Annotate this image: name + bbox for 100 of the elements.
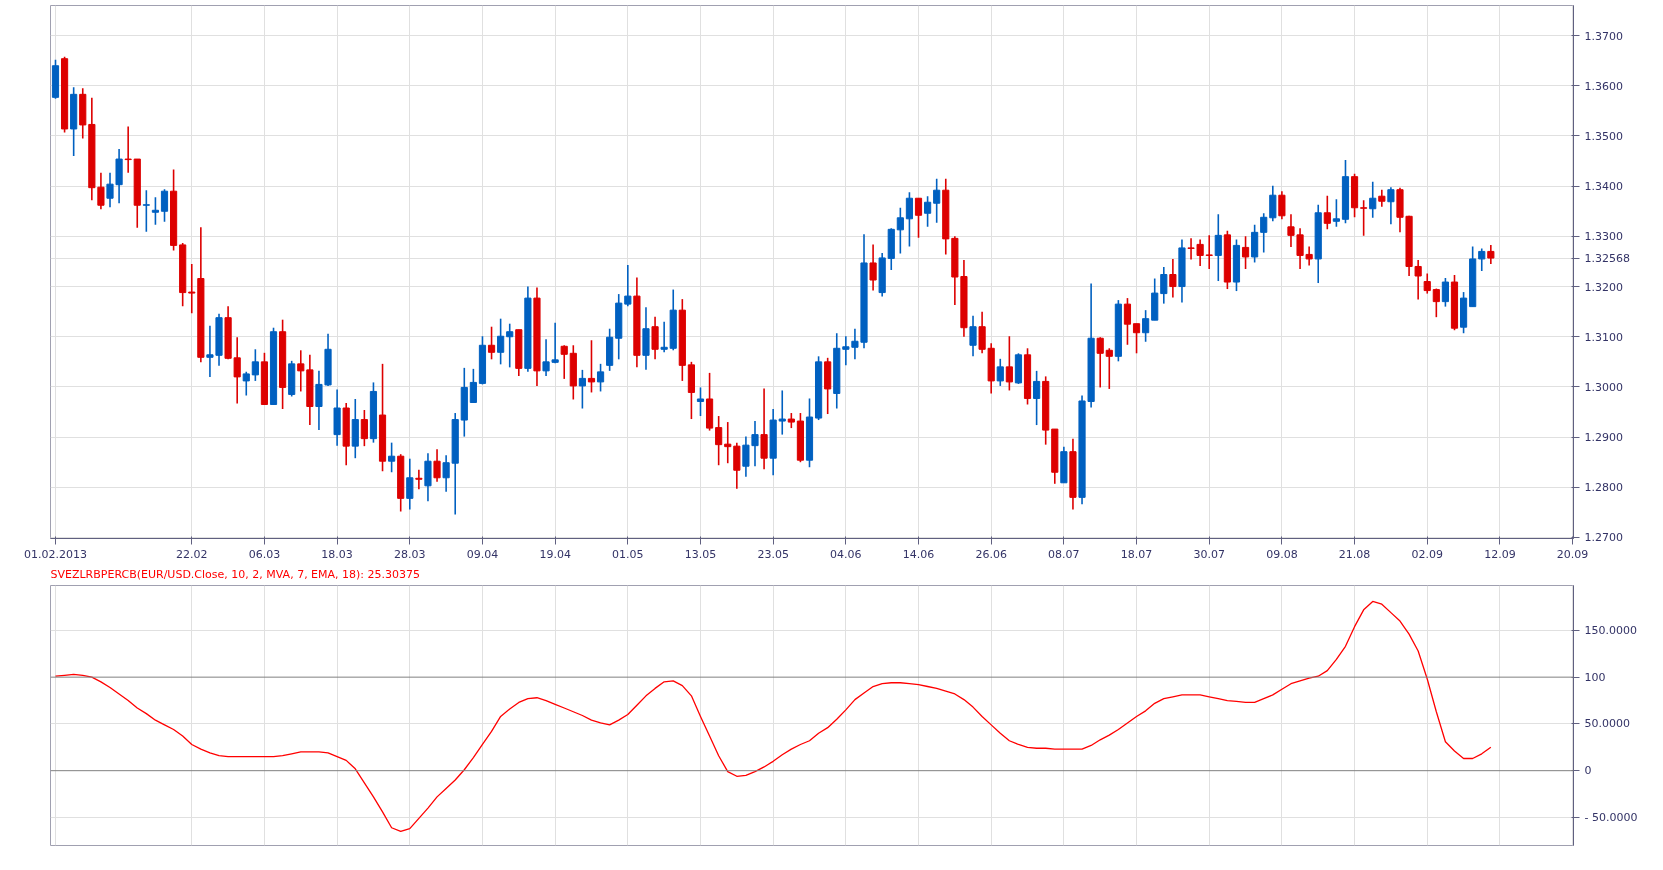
candlestick	[933, 177, 941, 224]
x-tick-label: 01.02.2013	[24, 547, 87, 561]
candlestick	[869, 243, 877, 292]
y-tick-label: 1.2900	[1584, 431, 1623, 445]
candlestick	[969, 314, 977, 358]
candlestick	[560, 344, 568, 380]
x-tick-label: 20.09	[1556, 547, 1589, 561]
x-tick-label: 02.09	[1411, 547, 1443, 561]
candlestick	[487, 325, 496, 361]
candlestick	[551, 321, 559, 365]
candlestick	[1432, 287, 1440, 318]
y-tick-label: 1.3000	[1584, 380, 1623, 394]
y-tick-label: 50.0000	[1584, 717, 1630, 731]
y-tick-label: 1.3200	[1584, 280, 1623, 294]
candlestick	[1241, 235, 1250, 270]
candlestick	[142, 189, 150, 233]
candlestick	[433, 448, 441, 483]
x-tick-label: 26.06	[975, 547, 1007, 561]
candlestick	[1214, 213, 1222, 282]
x-tick-label: 09.04	[466, 547, 499, 561]
candlestick	[1441, 277, 1449, 308]
candlestick	[388, 441, 396, 474]
candlestick	[778, 389, 786, 436]
candlestick	[1160, 266, 1168, 305]
candlestick	[151, 196, 160, 226]
x-tick-label: 21.08	[1338, 547, 1371, 561]
candlestick	[1360, 199, 1368, 237]
candlestick	[905, 191, 914, 248]
candlestick	[1332, 198, 1340, 228]
x-tick-label: 13.05	[684, 547, 717, 561]
candlestick	[1005, 335, 1013, 392]
x-tick-label: 30.07	[1193, 547, 1225, 561]
candlestick	[1269, 184, 1277, 223]
candlestick	[1033, 370, 1041, 426]
candlestick	[696, 386, 705, 417]
y-tick-label: 1.32568	[1584, 252, 1630, 266]
candlestick	[624, 264, 632, 307]
candlestick	[996, 358, 1004, 387]
candlestick	[1369, 180, 1377, 219]
candlestick	[506, 322, 514, 369]
ref-line-label: 0	[1584, 764, 1592, 778]
candlestick	[1096, 336, 1104, 389]
x-tick-label: 01.05	[612, 547, 644, 561]
y-tick-label: - 50.0000	[1584, 810, 1638, 824]
y-tick-label: 1.2800	[1584, 481, 1623, 495]
x-tick-label: 06.03	[248, 547, 281, 561]
y-tick-label: 1.3600	[1584, 79, 1623, 93]
x-tick-label: 08.07	[1048, 547, 1080, 561]
candlestick	[1205, 234, 1213, 270]
line-series	[54, 600, 1492, 833]
x-tick-label: 12.09	[1484, 547, 1516, 561]
candlestick	[1387, 186, 1395, 226]
candlestick	[406, 457, 414, 511]
candlestick	[1478, 247, 1486, 272]
x-tick-label: 28.03	[394, 547, 426, 561]
candlestick	[578, 369, 586, 410]
candlestick	[360, 409, 368, 447]
y-tick-label: 1.3300	[1584, 230, 1623, 244]
candlestick	[1423, 272, 1431, 295]
candlestick	[1142, 309, 1150, 343]
candlestick	[1487, 244, 1495, 265]
candlestick	[924, 195, 932, 228]
y-tick-label: 1.3100	[1584, 330, 1623, 344]
candlestick	[760, 387, 768, 471]
candlestick	[251, 348, 259, 382]
candlestick	[587, 339, 596, 394]
candlestick	[1169, 258, 1177, 299]
x-tick-label: 22.02	[176, 547, 208, 561]
candlestick	[596, 363, 605, 393]
candlestick	[1105, 347, 1113, 390]
chart-title: SVEZLRBPERCB(EUR/USD.Close, 10, 2, MVA, 7, EMA, 18): 25.30375	[50, 567, 421, 581]
x-tick-label: 23.05	[757, 547, 789, 561]
candlestick	[415, 468, 423, 491]
x-tick-label: 18.03	[321, 547, 353, 561]
candlestick	[1278, 190, 1286, 221]
candlestick	[715, 415, 723, 467]
y-tick-label: 150.0000	[1584, 623, 1637, 637]
candlestick	[896, 206, 904, 255]
candlestick	[914, 197, 923, 239]
y-tick-label: 1.3400	[1584, 180, 1623, 194]
x-tick-label: 04.06	[830, 547, 862, 561]
candlestick	[1123, 297, 1132, 346]
y-tick-label: 1.3500	[1584, 129, 1623, 143]
candlestick	[497, 317, 505, 366]
candlestick	[542, 338, 550, 377]
candlestick	[160, 188, 169, 223]
y-tick-label: 1.3700	[1584, 29, 1623, 43]
x-tick-label: 18.07	[1120, 547, 1153, 561]
candlestick	[651, 315, 659, 361]
x-tick-label: 19.04	[539, 547, 571, 561]
x-tick-label: 09.08	[1266, 547, 1298, 561]
candlestick	[1260, 212, 1268, 254]
candlestick	[1323, 194, 1331, 231]
candlestick	[242, 371, 250, 397]
candlestick	[124, 125, 132, 174]
ref-line-label: 100	[1584, 670, 1606, 684]
candlestick	[1132, 322, 1141, 355]
candlestick	[469, 368, 477, 404]
x-tick-label: 14.06	[902, 547, 935, 561]
y-tick-label: 1.2700	[1584, 531, 1623, 545]
